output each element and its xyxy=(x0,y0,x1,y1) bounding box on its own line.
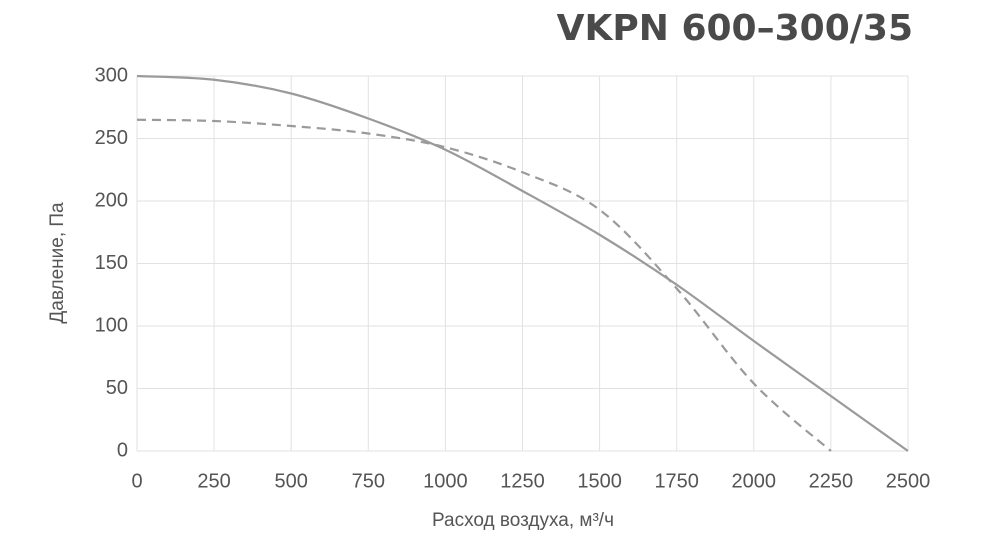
x-tick-label: 1000 xyxy=(423,470,468,492)
y-tick-label: 250 xyxy=(95,127,128,149)
x-tick-label: 0 xyxy=(131,470,142,492)
x-tick-label: 250 xyxy=(197,470,230,492)
series-line xyxy=(136,74,909,452)
y-tick-label: 50 xyxy=(106,377,128,399)
x-tick-label: 1750 xyxy=(654,470,699,492)
x-tick-label: 1500 xyxy=(577,470,622,492)
x-tick-label: 500 xyxy=(275,470,308,492)
x-tick-label: 1250 xyxy=(500,470,545,492)
x-tick-label: 2500 xyxy=(886,470,931,492)
x-axis-label: Расход воздуха, м³/ч xyxy=(432,510,614,531)
y-tick-label: 150 xyxy=(95,252,128,274)
x-tick-label: 750 xyxy=(352,470,385,492)
chart-title: VKPN 600–300/35 xyxy=(557,8,913,49)
y-tick-label: 200 xyxy=(95,189,128,211)
y-tick-label: 0 xyxy=(117,439,128,461)
series-line xyxy=(136,118,832,452)
y-tick-label: 100 xyxy=(95,314,128,336)
y-tick-label: 300 xyxy=(95,64,128,86)
x-tick-label: 2250 xyxy=(809,470,854,492)
x-tick-label: 2000 xyxy=(732,470,777,492)
y-axis-label: Давление, Па xyxy=(47,202,68,324)
